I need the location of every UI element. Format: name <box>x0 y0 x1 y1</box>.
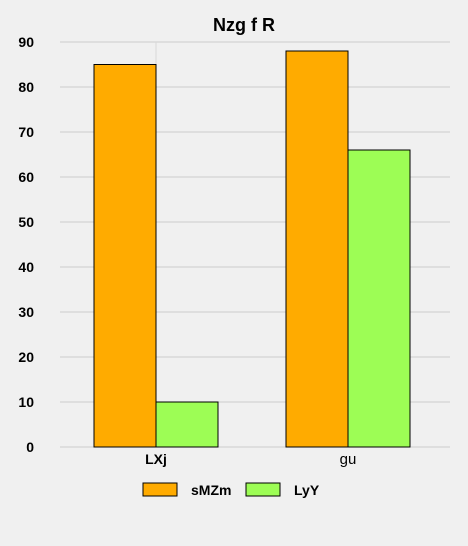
bar-sMZm-gu <box>285 50 349 448</box>
chart-title: Nzg f R <box>213 15 275 35</box>
y-tick-label: 70 <box>18 124 34 140</box>
bars <box>93 50 411 448</box>
x-tick-label: LXj <box>145 451 167 467</box>
legend-swatch <box>245 482 281 497</box>
legend-label: sMZm <box>191 482 231 498</box>
y-tick-label: 40 <box>18 259 34 275</box>
x-axis: LXj gu <box>145 451 356 468</box>
y-tick-label: 0 <box>26 439 34 455</box>
y-tick-label: 30 <box>18 304 34 320</box>
x-tick-label: gu <box>340 451 357 468</box>
y-tick-label: 90 <box>18 34 34 50</box>
y-tick-label: 50 <box>18 214 34 230</box>
legend-swatch <box>142 482 178 497</box>
bar-LyY-LXj <box>155 401 219 448</box>
bar-LyY-gu <box>347 149 411 448</box>
y-axis: 0 10 20 30 40 50 60 70 80 90 <box>18 34 34 455</box>
legend-item: sMZm <box>142 482 231 498</box>
legend: sMZm LyY <box>142 482 320 498</box>
y-tick-label: 10 <box>18 394 34 410</box>
legend-item: LyY <box>245 482 320 498</box>
legend-label: LyY <box>294 482 320 498</box>
y-tick-label: 60 <box>18 169 34 185</box>
y-tick-label: 20 <box>18 349 34 365</box>
y-tick-label: 80 <box>18 79 34 95</box>
bar-sMZm-LXj <box>93 64 157 448</box>
